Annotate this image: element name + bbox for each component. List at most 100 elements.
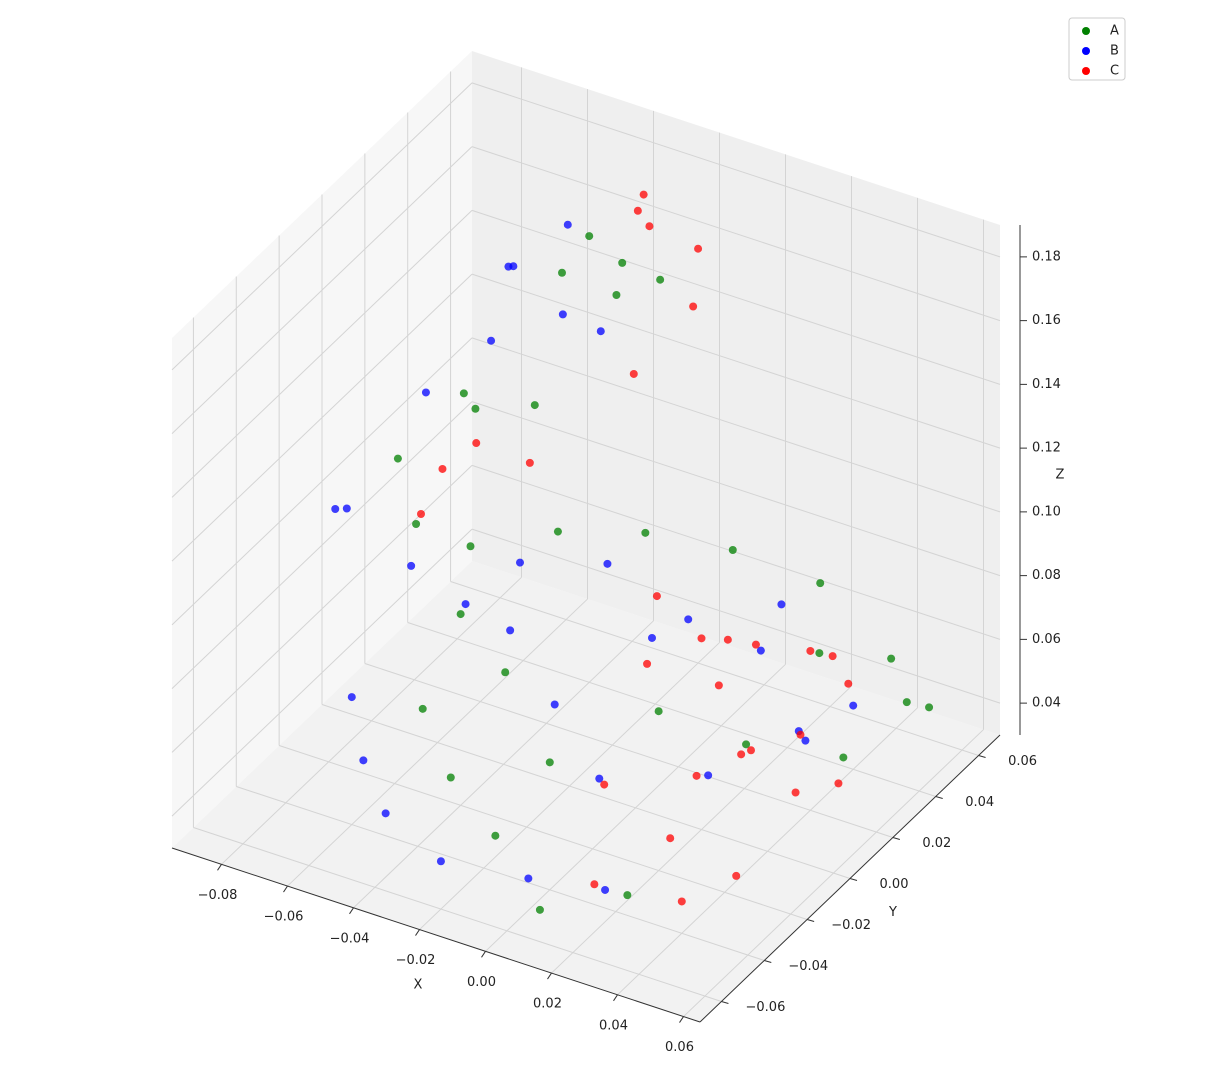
grid-line: [171, 528, 473, 817]
x-tick: [613, 994, 618, 1002]
point: [331, 504, 340, 513]
z-tick-label: 0.04: [1032, 696, 1061, 711]
grid-line: [321, 704, 851, 879]
point: [407, 561, 416, 570]
point: [472, 439, 481, 448]
point: [471, 404, 480, 413]
point: [359, 756, 368, 765]
point: [595, 774, 604, 783]
grid-line: [450, 581, 979, 756]
x-tick: [547, 972, 552, 980]
point: [563, 220, 572, 229]
point: [596, 327, 605, 336]
point: [600, 780, 609, 789]
grid: [171, 67, 1001, 1017]
grid-line: [471, 209, 1001, 385]
legend-marker: [1082, 67, 1090, 75]
point: [438, 464, 447, 473]
point: [585, 232, 594, 241]
y-tick: [721, 1001, 729, 1004]
points: [331, 190, 934, 914]
x-tick-label: 0.04: [599, 1018, 628, 1033]
point: [381, 809, 390, 818]
z-tick-label: 0.10: [1032, 504, 1061, 519]
panes: [172, 51, 1000, 1022]
point: [623, 891, 632, 900]
point: [728, 546, 737, 554]
point: [417, 510, 425, 518]
point: [684, 615, 693, 624]
x-tick-label: −0.04: [330, 931, 370, 946]
y-tick: [892, 837, 900, 840]
point: [618, 258, 627, 267]
y-tick-label: −0.02: [831, 918, 871, 933]
point: [418, 704, 427, 713]
point: [777, 600, 786, 609]
grid-line: [471, 273, 1001, 449]
point: [666, 834, 675, 843]
y-axis: [699, 734, 1001, 1023]
grid-line: [171, 210, 473, 498]
grid-line: [236, 786, 765, 961]
grid-line: [171, 337, 473, 626]
y-tick: [978, 755, 986, 758]
point: [491, 831, 500, 840]
point: [641, 528, 650, 537]
grid-line: [171, 146, 473, 434]
z-tick-label: 0.16: [1032, 313, 1061, 328]
point: [697, 634, 706, 643]
x-axis: [171, 847, 701, 1023]
point: [466, 542, 475, 551]
point: [692, 771, 701, 780]
point: [737, 750, 746, 759]
point: [629, 369, 638, 378]
point: [828, 652, 837, 661]
point: [421, 388, 430, 397]
point: [645, 222, 654, 231]
point: [639, 190, 648, 199]
z-tick-label: 0.08: [1032, 568, 1061, 583]
point: [501, 668, 510, 677]
point: [459, 389, 468, 398]
point: [747, 746, 755, 755]
y-tick: [764, 960, 772, 963]
x-tick-label: 0.06: [665, 1040, 694, 1055]
point: [461, 600, 470, 609]
point: [516, 558, 524, 567]
grid-line: [471, 82, 1001, 258]
z-tick-label: 0.12: [1032, 441, 1061, 456]
point: [342, 504, 351, 513]
z-axis-label: Z: [1056, 468, 1065, 483]
grid-line: [171, 82, 473, 371]
grid-line: [471, 146, 1001, 322]
point: [791, 788, 800, 797]
point: [849, 701, 858, 710]
legend-marker: [1082, 47, 1090, 55]
point: [704, 771, 713, 780]
point: [815, 649, 824, 658]
axes: −0.08 −0.06 −0.04 −0.02 0.00 0.02 0.04 0.06 −0.0…: [171, 225, 1065, 1055]
grid-line: [171, 273, 473, 562]
x-tick-label: −0.02: [396, 953, 436, 968]
point: [545, 758, 554, 767]
grid-line: [471, 528, 1001, 704]
legend-marker: [1082, 27, 1090, 35]
grid-line: [407, 622, 936, 797]
legend-label: B: [1110, 44, 1119, 59]
grid-line: [278, 745, 808, 920]
point: [742, 740, 751, 749]
point: [590, 880, 599, 889]
point: [525, 458, 534, 467]
y-tick-label: 0.04: [965, 795, 994, 810]
point: [530, 401, 539, 410]
y-tick: [807, 919, 815, 922]
grid-line: [193, 827, 722, 1002]
point: [694, 244, 703, 253]
point: [656, 275, 665, 284]
point: [456, 610, 465, 619]
y-tick-label: −0.06: [746, 1000, 786, 1015]
point: [732, 871, 741, 880]
y-tick-label: 0.06: [1008, 754, 1037, 769]
